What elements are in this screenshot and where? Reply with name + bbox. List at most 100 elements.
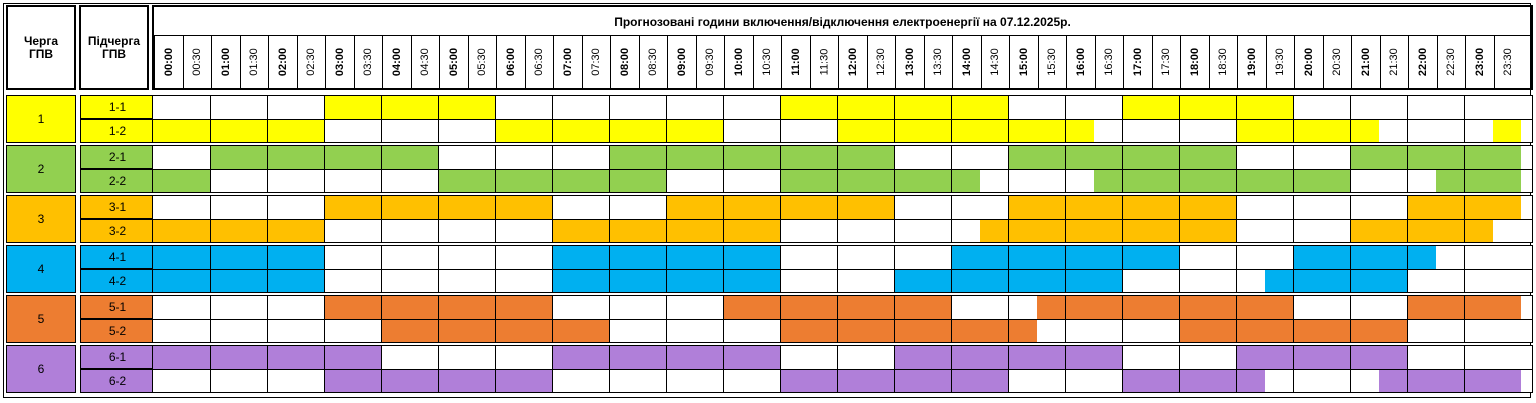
time-slot-label: 12:30 [866, 36, 896, 88]
row-divider [153, 219, 1532, 220]
subqueue-cell: 1-1 [80, 95, 155, 119]
time-slot-label: 22:00 [1408, 36, 1437, 88]
queue-cell: 5 [6, 295, 76, 343]
time-slot-label: 06:00 [496, 36, 525, 88]
queue-cell: 1 [6, 95, 76, 143]
time-slot-label: 01:00 [211, 36, 240, 88]
outage-block [1435, 170, 1521, 192]
time-slot-label: 16:00 [1066, 36, 1095, 88]
time-slot-label: 10:30 [752, 36, 782, 88]
row-divider [153, 319, 1532, 320]
time-slot-label: 00:00 [154, 36, 183, 88]
outage-block [780, 170, 980, 192]
outage-block [1236, 346, 1407, 370]
time-slot-label: 09:30 [695, 36, 725, 88]
time-slot-label: 06:30 [524, 36, 554, 88]
outage-grid [152, 145, 1533, 193]
subqueue-cell: 5-1 [80, 295, 155, 319]
outage-grid [152, 295, 1533, 343]
time-slot-label: 07:00 [553, 36, 582, 88]
time-slot-label: 13:00 [895, 36, 924, 88]
time-slot-label: 10:00 [724, 36, 753, 88]
queue-cell: 6 [6, 345, 76, 393]
queue-group: 1 1-1 1-2 [6, 95, 1533, 143]
outage-grid [152, 345, 1533, 393]
outage-block [1350, 146, 1521, 170]
time-slot-label: 23:00 [1465, 36, 1494, 88]
queue-group: 3 3-1 3-2 [6, 195, 1533, 243]
subqueue-cell: 1-2 [80, 119, 155, 143]
time-slot-label: 03:00 [325, 36, 354, 88]
outage-block [1036, 296, 1293, 320]
time-slot-label: 18:30 [1208, 36, 1238, 88]
time-slot-label: 22:30 [1436, 36, 1466, 88]
subqueue-cell: 6-1 [80, 345, 155, 369]
time-slot-label: 21:00 [1351, 36, 1380, 88]
subqueue-cell: 5-2 [80, 319, 155, 343]
row-divider [153, 369, 1532, 370]
outage-block [837, 120, 1094, 142]
outage-block [1093, 170, 1350, 192]
time-slot-label: 11:00 [781, 36, 810, 88]
time-slot-label: 05:30 [467, 36, 497, 88]
outage-grid [152, 245, 1533, 293]
outage-block [780, 320, 1037, 342]
time-slot-label: 17:00 [1123, 36, 1152, 88]
time-slot-label: 13:30 [923, 36, 953, 88]
time-slot-label: 00:30 [182, 36, 212, 88]
row-divider [153, 269, 1532, 270]
outage-block [324, 96, 495, 120]
queue-group: 2 2-1 2-2 [6, 145, 1533, 193]
outage-block [153, 170, 210, 192]
outage-block [153, 270, 324, 292]
schedule-title: Прогнозовані години включення/відключенн… [614, 15, 1071, 29]
time-slot-label: 14:00 [952, 36, 981, 88]
outage-block [1492, 120, 1521, 142]
subqueue-cell: 4-1 [80, 245, 155, 269]
subqueue-cell: 2-1 [80, 145, 155, 169]
outage-grid [152, 195, 1533, 243]
outage-block [1122, 370, 1265, 392]
outage-block [153, 220, 324, 242]
time-slot-label: 15:00 [1009, 36, 1038, 88]
outage-block [153, 120, 324, 142]
time-slots-row: 00:00 00:30 01:00 01:30 02:00 02:30 03:00 03:30… [154, 35, 1531, 88]
subqueue-header: Підчерга ГПВ [79, 5, 149, 90]
outage-block [609, 146, 894, 170]
time-slot-label: 18:00 [1180, 36, 1209, 88]
time-slot-label: 20:30 [1322, 36, 1352, 88]
subqueue-cell: 3-2 [80, 219, 155, 243]
row-divider [153, 119, 1532, 120]
time-slot-label: 14:30 [980, 36, 1010, 88]
queue-cell: 3 [6, 195, 76, 243]
queue-cell: 4 [6, 245, 76, 293]
queue-group: 4 4-1 4-2 [6, 245, 1533, 293]
time-slot-label: 01:30 [239, 36, 269, 88]
time-slot-label: 07:30 [581, 36, 611, 88]
outage-block [1350, 220, 1493, 242]
time-slot-label: 19:00 [1237, 36, 1266, 88]
time-slot-label: 23:30 [1493, 36, 1523, 88]
outage-block [979, 220, 1236, 242]
time-slot-label: 16:30 [1094, 36, 1124, 88]
subqueue-cell: 4-2 [80, 269, 155, 293]
subqueue-cell: 3-1 [80, 195, 155, 219]
time-slot-label: 09:00 [667, 36, 696, 88]
queue-cell: 2 [6, 145, 76, 193]
time-slot-label: 03:30 [353, 36, 383, 88]
time-slot-label: 02:30 [296, 36, 326, 88]
outage-block [1236, 120, 1379, 142]
row-divider [153, 169, 1532, 170]
time-slot-label: 04:30 [410, 36, 440, 88]
time-slot-label: 17:30 [1151, 36, 1181, 88]
schedule-header: Прогнозовані години включення/відключенн… [152, 5, 1533, 90]
queue-group: 5 5-1 5-2 [6, 295, 1533, 343]
time-slot-label: 12:00 [838, 36, 867, 88]
outage-block [1264, 270, 1407, 292]
subqueue-cell: 6-2 [80, 369, 155, 393]
queue-header: Черга ГПВ [6, 5, 76, 90]
time-slot-label: 19:30 [1265, 36, 1295, 88]
outage-grid [152, 95, 1533, 143]
time-slot-label: 08:30 [638, 36, 668, 88]
time-slot-label: 02:00 [268, 36, 297, 88]
